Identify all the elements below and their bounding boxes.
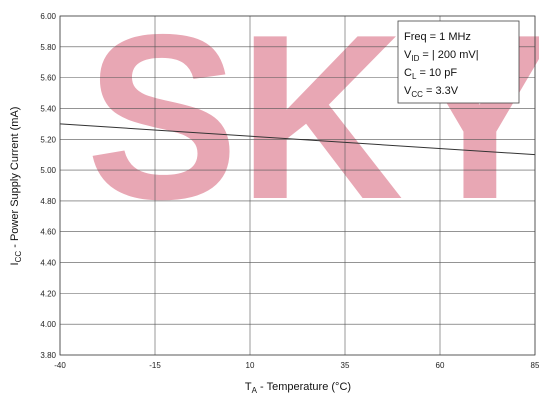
y-tick-label: 4.00 bbox=[40, 320, 56, 329]
conditions-frame bbox=[397, 20, 520, 104]
series-layer bbox=[59, 123, 536, 156]
conditions-box: Freq = 1 MHz VID = | 200 mV| CL = 10 pF … bbox=[397, 20, 520, 104]
y-tick-label: 3.80 bbox=[40, 351, 56, 360]
y-tick-label: 5.80 bbox=[40, 43, 56, 52]
x-axis-title: TA - Temperature (°C) bbox=[245, 381, 351, 395]
condition-vcc: VCC = 3.3V bbox=[404, 85, 459, 99]
y-tick-label: 5.20 bbox=[40, 135, 56, 144]
y-axis-title: ICC - Power Supply Current (mA) bbox=[9, 107, 23, 266]
y-tick-label: 6.00 bbox=[40, 12, 56, 21]
x-tick-label: 10 bbox=[246, 361, 255, 370]
y-tick-label: 5.40 bbox=[40, 104, 56, 113]
y-tick-label: 4.80 bbox=[40, 197, 56, 206]
plot-frame bbox=[59, 15, 536, 356]
y-tick-label: 4.60 bbox=[40, 228, 56, 237]
condition-freq: Freq = 1 MHz bbox=[404, 31, 471, 43]
y-tick-label: 5.60 bbox=[40, 74, 56, 83]
x-tick-labels: -40 -15 10 35 60 85 bbox=[54, 361, 539, 370]
x-tick-label: 35 bbox=[341, 361, 350, 370]
y-tick-label: 4.20 bbox=[40, 289, 56, 298]
condition-cl: CL = 10 pF bbox=[404, 67, 457, 81]
y-tick-label: 5.00 bbox=[40, 166, 56, 175]
x-tick-label: 85 bbox=[531, 361, 539, 370]
y-tick-label: 4.40 bbox=[40, 259, 56, 268]
x-tick-label: -40 bbox=[54, 361, 66, 370]
condition-vid: VID = | 200 mV| bbox=[404, 49, 479, 63]
x-tick-label: -15 bbox=[149, 361, 161, 370]
series-line bbox=[59, 123, 536, 156]
y-tick-labels: 3.80 4.00 4.20 4.40 4.60 4.80 5.00 5.20 5.40 5.60… bbox=[40, 12, 56, 360]
x-tick-label: 60 bbox=[436, 361, 445, 370]
